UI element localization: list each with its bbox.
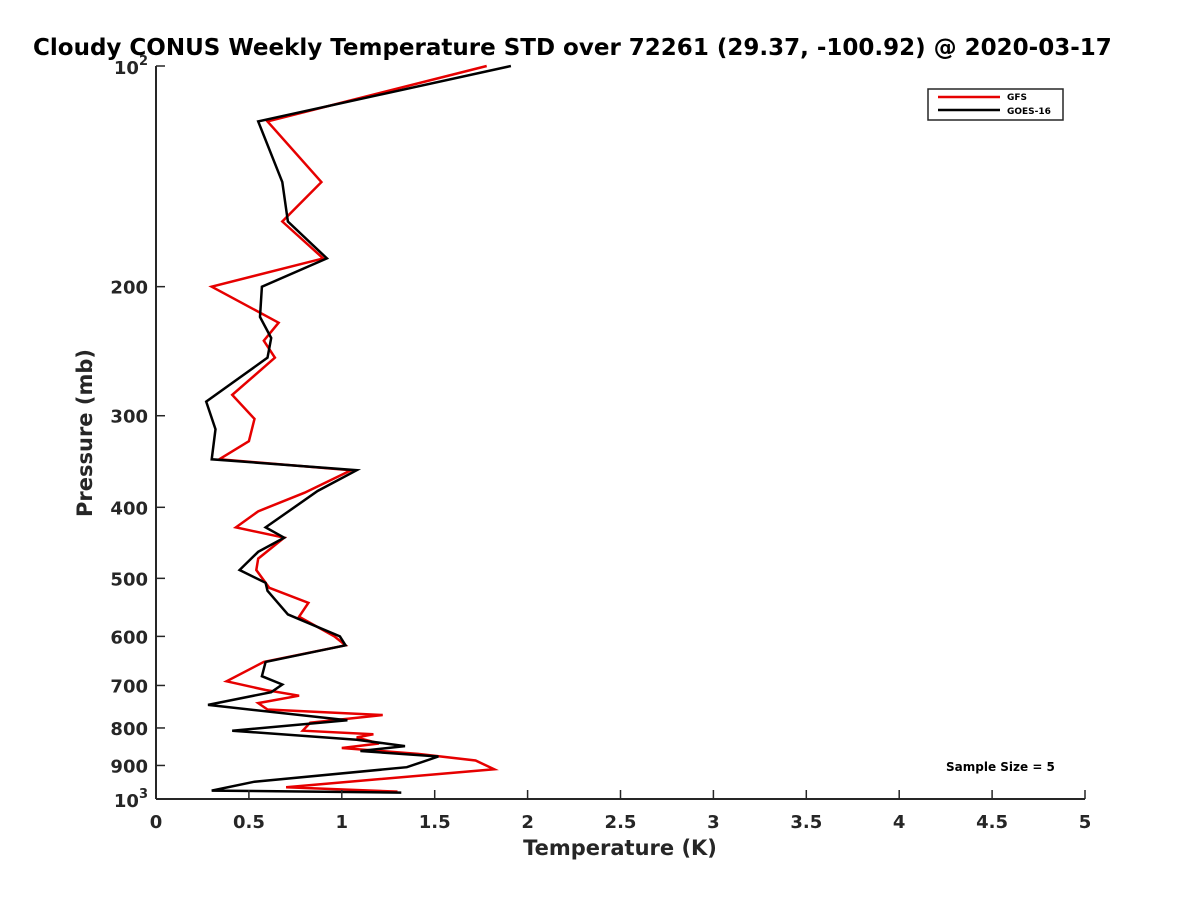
x-tick-label: 3 <box>707 812 720 833</box>
x-tick-label: 2.5 <box>605 812 637 833</box>
y-tick-label: 103 <box>114 787 148 812</box>
x-tick-label: 4.5 <box>976 812 1008 833</box>
x-tick-label: 0.5 <box>233 812 265 833</box>
series-layer <box>204 64 512 794</box>
x-tick-label: 1 <box>336 812 349 833</box>
legend-label-gfs: GFS <box>1007 93 1027 103</box>
x-tick-label: 3.5 <box>790 812 822 833</box>
legend-box <box>927 88 1064 121</box>
y-tick-label-exponent: 3 <box>139 787 148 802</box>
sample-size-annotation: Sample Size = 5 <box>946 760 1055 774</box>
chart-title: Cloudy CONUS Weekly Temperature STD over… <box>33 35 1112 61</box>
y-tick-label: 300 <box>110 407 148 428</box>
y-tick-label: 600 <box>110 627 148 648</box>
y-tick-label: 800 <box>110 719 148 740</box>
legend-label-goes-16: GOES-16 <box>1007 107 1051 117</box>
series-line-goes-16 <box>204 64 512 794</box>
y-tick-label: 400 <box>110 498 148 519</box>
y-tick-label-exponent: 2 <box>139 54 148 69</box>
y-tick-label: 900 <box>110 756 148 777</box>
x-tick-label: 5 <box>1079 812 1092 833</box>
y-tick-label: 500 <box>110 569 148 590</box>
x-tick-label: 0 <box>150 812 163 833</box>
x-axis-ticks: 0 0.5 1 1.5 2 2.5 3 3.5 4 4.5 5 <box>150 790 1092 833</box>
x-tick-label: 1.5 <box>419 812 451 833</box>
x-tick-label: 2 <box>521 812 534 833</box>
x-tick-label: 4 <box>893 812 906 833</box>
x-axis-label: Temperature (K) <box>523 836 717 860</box>
y-tick-label: 200 <box>110 278 148 299</box>
y-tick-label: 700 <box>110 676 148 697</box>
y-axis-label: Pressure (mb) <box>73 349 97 517</box>
legend: GFS GOES-16 <box>927 88 1064 121</box>
